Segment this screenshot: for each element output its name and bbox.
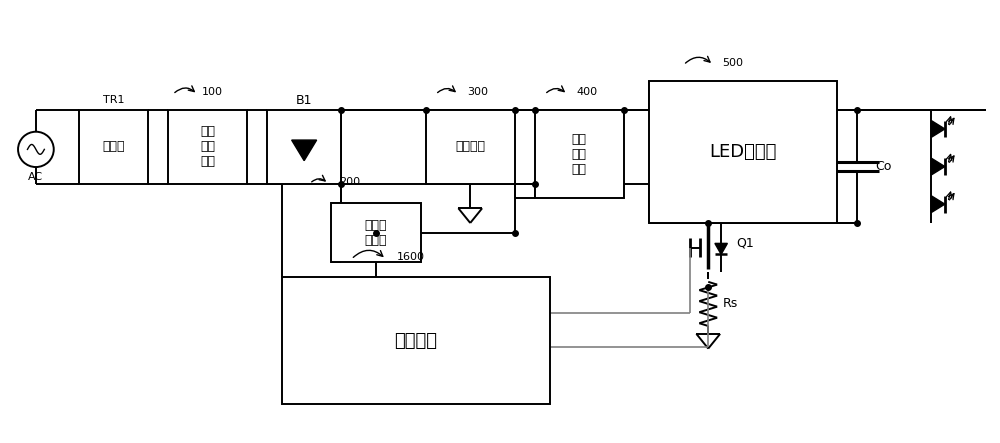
- Text: 调光器: 调光器: [102, 140, 125, 153]
- Bar: [649, 81, 837, 223]
- Text: B1: B1: [296, 94, 312, 107]
- Text: 200: 200: [339, 177, 360, 187]
- Text: 输入
滤波
电路: 输入 滤波 电路: [572, 133, 587, 176]
- Bar: [168, 110, 247, 184]
- Polygon shape: [931, 120, 945, 137]
- Bar: [267, 110, 341, 184]
- Text: AC: AC: [28, 172, 43, 182]
- Polygon shape: [931, 196, 945, 213]
- Polygon shape: [292, 140, 317, 161]
- Text: LED驱动器: LED驱动器: [709, 143, 777, 161]
- Text: Co: Co: [875, 160, 891, 173]
- Text: 控制电路: 控制电路: [394, 332, 437, 350]
- Text: Rs: Rs: [723, 297, 738, 311]
- Bar: [79, 110, 148, 184]
- Bar: [331, 203, 421, 262]
- Text: 第二阻
尼电路: 第二阻 尼电路: [365, 219, 387, 247]
- Text: 1600: 1600: [397, 253, 425, 262]
- Text: 500: 500: [723, 58, 744, 68]
- Text: 100: 100: [202, 87, 223, 97]
- Bar: [535, 110, 624, 198]
- Text: 400: 400: [577, 87, 598, 97]
- Bar: [426, 110, 515, 184]
- Polygon shape: [931, 158, 945, 175]
- Text: 300: 300: [468, 87, 489, 97]
- Text: TR1: TR1: [103, 95, 124, 105]
- Text: Q1: Q1: [736, 236, 754, 249]
- Bar: [282, 277, 550, 404]
- Text: 泄放电路: 泄放电路: [455, 140, 485, 153]
- Polygon shape: [715, 243, 727, 254]
- Text: 第一
阻尼
电路: 第一 阻尼 电路: [200, 125, 215, 168]
